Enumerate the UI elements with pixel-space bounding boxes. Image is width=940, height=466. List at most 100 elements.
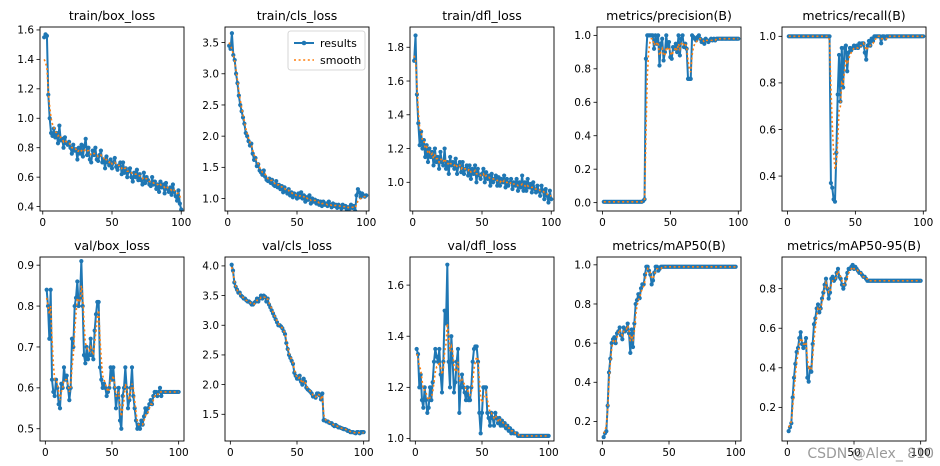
results-point [229,31,235,36]
x-tick-label: 100 [911,447,931,459]
results-point [102,166,108,171]
results-point [786,429,791,434]
x-tick-label: 50 [475,217,488,229]
results-point [426,405,431,410]
results-point [84,152,90,158]
results-point [518,185,523,190]
results-point [846,50,851,55]
y-tick-label: 0.2 [574,164,591,176]
results-point [66,139,72,144]
results-point [651,46,657,51]
results-point [546,433,551,438]
subplot-10: metrics/mAP50-95(B) 0 50 100 0.2 0.4 0.6 0.8 [759,238,930,459]
results-point [447,385,453,390]
results-point [636,292,641,297]
results-point [113,406,119,411]
y-tick-label: 1.4 [387,110,404,122]
x-tick-label: 100 [354,447,374,459]
results-point [453,156,458,161]
y-tick-label: 1.0 [387,177,404,189]
results-point [491,423,497,428]
results-point [431,163,436,168]
results-point [174,198,180,203]
results-point [630,344,636,350]
y-tick-label: 2.5 [202,350,219,362]
y-tick-label: 1.5 [202,162,219,174]
results-point [665,44,670,50]
results-point [664,33,669,38]
results-point [166,189,171,194]
results-point [612,335,617,340]
results-point [702,41,707,46]
results-point [504,176,510,182]
results-point [470,359,475,364]
results-point [499,176,504,182]
smooth-series-line [230,266,364,434]
y-tick-label: 0.8 [574,299,591,311]
subplot-1: train/box_loss 0 50 100 0.4 0.6 0.8 1.0 1.2 1.4 1.… [17,8,191,229]
axes-frame [224,26,370,212]
results-point [835,266,841,271]
smooth-series-line [413,55,552,197]
results-point [531,180,536,185]
legend-box [287,30,366,71]
y-tick-label: 0.8 [17,301,34,313]
results-series-line [230,264,364,435]
results-point [633,301,638,307]
results-point [67,398,72,403]
results-point [86,145,91,150]
results-point [59,381,64,386]
results-point [150,175,155,180]
y-tick-label: 1.0 [574,30,591,42]
results-point [517,180,522,185]
results-point [733,264,738,269]
results-point [542,197,547,202]
results-point [449,334,454,339]
results-point [82,144,87,149]
y-tick-label: 3.0 [202,320,219,332]
y-tick-label: 1.0 [17,113,34,125]
results-point [547,188,552,193]
results-point [455,346,461,352]
results-point [229,262,234,267]
results-point [49,377,55,382]
results-point [442,308,447,313]
results-point [57,406,63,411]
results-point [299,190,304,195]
results-point [143,180,148,186]
subplot-title: metrics/mAP50-95(B) [787,238,921,253]
results-point [666,39,672,45]
results-point [601,434,606,440]
results-point [467,398,473,403]
plot-area [44,258,181,431]
results-point [88,336,93,341]
watermark: CSDN @Alex_ 810 [807,446,934,462]
legend-results-marker [301,40,307,46]
results-point [479,410,485,415]
results-point [61,365,67,370]
results-point [78,151,83,156]
results-point [524,188,529,193]
x-tick-label: 50 [105,217,118,229]
results-point [177,201,182,206]
results-point [629,327,634,332]
results-point [613,341,618,346]
results-point [168,185,173,190]
x-tick-label: 0 [227,447,234,459]
results-point [172,189,177,194]
results-point [417,143,422,148]
y-tick-label: 3.5 [202,290,219,302]
results-point [91,357,96,362]
y-tick-label: 1.0 [574,260,591,272]
y-tick-label: 2.5 [202,100,219,112]
results-point [274,178,279,184]
results-point [55,141,61,146]
results-point [845,270,850,275]
results-point [676,33,681,38]
results-point [354,193,359,198]
results-point [510,186,515,192]
results-point [497,183,503,188]
subplot-title: val/cls_loss [262,238,332,253]
y-tick-label: 1.2 [17,84,34,96]
results-point [71,142,76,147]
